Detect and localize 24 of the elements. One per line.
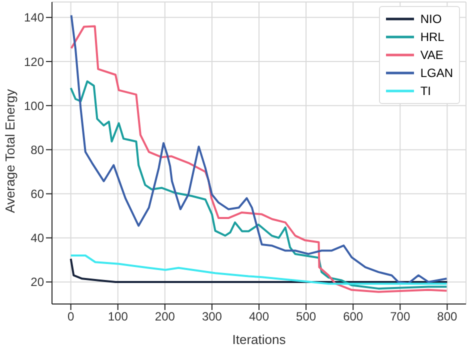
x-tick-label: 200 bbox=[154, 310, 176, 324]
x-tick-label: 600 bbox=[343, 310, 364, 324]
y-tick-label: 20 bbox=[30, 275, 44, 290]
x-tick-label: 0 bbox=[67, 310, 74, 324]
legend-label: HRL bbox=[420, 30, 444, 44]
x-tick-label: 300 bbox=[202, 310, 222, 324]
legend-label: NIO bbox=[420, 12, 442, 26]
x-tick-label: 500 bbox=[296, 310, 316, 324]
x-tick-label: 100 bbox=[108, 310, 128, 324]
y-tick-label: 80 bbox=[30, 142, 44, 157]
legend-label: LGAN bbox=[420, 66, 453, 80]
legend-label: VAE bbox=[420, 48, 444, 62]
x-tick-label: 800 bbox=[437, 310, 458, 324]
y-tick-label: 40 bbox=[30, 231, 44, 246]
x-tick-label: 400 bbox=[248, 310, 270, 324]
y-tick-label: 60 bbox=[30, 187, 44, 202]
y-tick-label: 140 bbox=[24, 10, 44, 25]
y-tick-label: 120 bbox=[24, 54, 44, 69]
legend-label: TI bbox=[420, 84, 431, 98]
y-tick-label: 100 bbox=[24, 98, 44, 113]
x-axis-title: Iterations bbox=[232, 332, 286, 346]
y-axis-title: Average Total Energy bbox=[2, 88, 18, 213]
x-tick-label: 700 bbox=[390, 310, 410, 324]
line-series bbox=[70, 80, 448, 290]
